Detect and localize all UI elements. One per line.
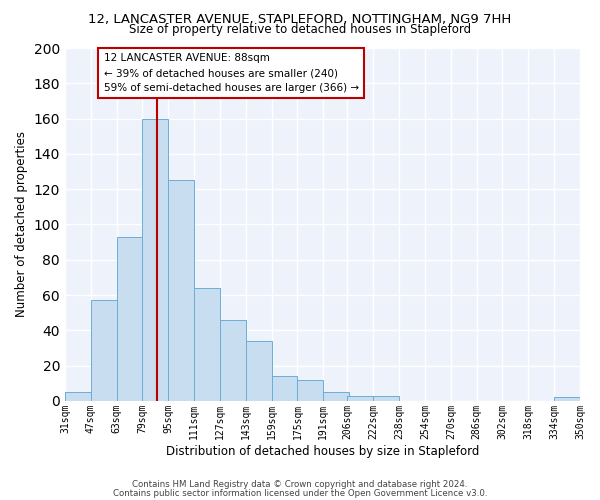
Bar (323, 392, 349, 401)
Bar (142, 118, 168, 401)
Bar (65, 392, 91, 401)
X-axis label: Distribution of detached houses by size in Stapleford: Distribution of detached houses by size … (166, 444, 479, 458)
Bar (116, 237, 142, 401)
Bar (298, 380, 323, 401)
Y-axis label: Number of detached properties: Number of detached properties (15, 132, 28, 318)
Text: Size of property relative to detached houses in Stapleford: Size of property relative to detached ho… (129, 22, 471, 36)
Bar (347, 396, 373, 401)
Text: 12 LANCASTER AVENUE: 88sqm
← 39% of detached houses are smaller (240)
59% of sem: 12 LANCASTER AVENUE: 88sqm ← 39% of deta… (104, 54, 359, 93)
Text: 12, LANCASTER AVENUE, STAPLEFORD, NOTTINGHAM, NG9 7HH: 12, LANCASTER AVENUE, STAPLEFORD, NOTTIN… (88, 12, 512, 26)
Bar (168, 180, 194, 401)
Bar (220, 320, 246, 401)
Text: Contains HM Land Registry data © Crown copyright and database right 2024.: Contains HM Land Registry data © Crown c… (132, 480, 468, 489)
Bar (554, 398, 580, 401)
Text: Contains public sector information licensed under the Open Government Licence v3: Contains public sector information licen… (113, 488, 487, 498)
Bar (272, 376, 298, 401)
Bar (373, 396, 399, 401)
Bar (246, 341, 272, 401)
Bar (91, 300, 116, 401)
Bar (194, 288, 220, 401)
